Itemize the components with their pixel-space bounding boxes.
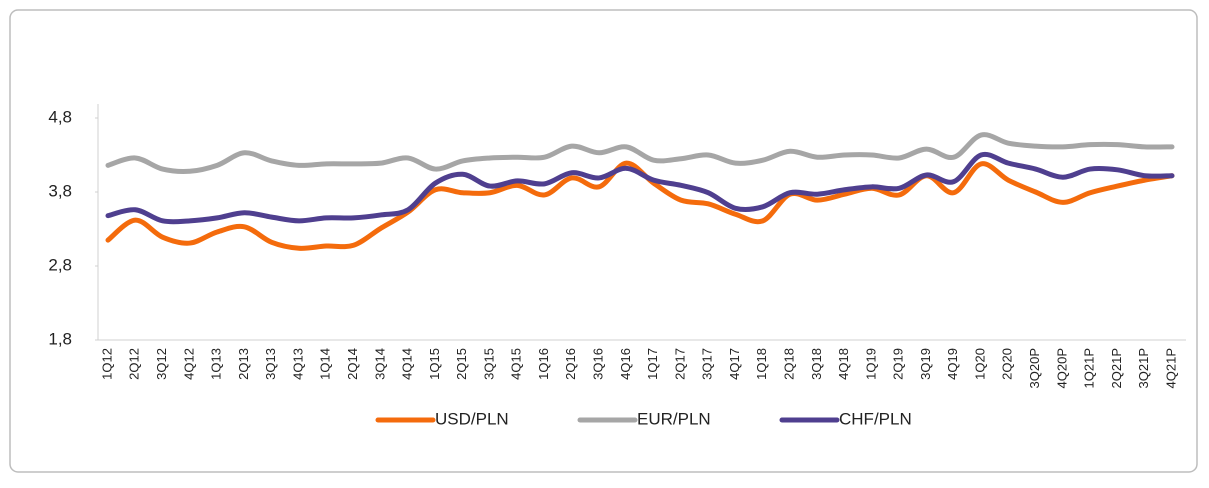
x-tick-label: 1Q19 <box>863 348 878 380</box>
y-tick-label: 4,8 <box>48 107 72 126</box>
legend-label: EUR/PLN <box>637 409 711 428</box>
x-tick-label: 2Q13 <box>236 348 251 380</box>
x-tick-label: 3Q21P <box>1136 348 1151 388</box>
series-line <box>105 132 1175 175</box>
x-tick-label: 2Q14 <box>345 348 360 380</box>
chart-frame <box>9 9 1198 473</box>
y-tick-label: 1,8 <box>48 329 72 348</box>
x-tick-label: 4Q15 <box>509 348 524 380</box>
x-tick-label: 2Q20 <box>1000 348 1015 380</box>
x-tick-label: 2Q18 <box>781 348 796 380</box>
series-line <box>105 151 1175 225</box>
legend-label: CHF/PLN <box>839 409 912 428</box>
x-tick-label: 3Q18 <box>809 348 824 380</box>
y-tick-label: 3,8 <box>48 181 72 200</box>
x-tick-label: 2Q17 <box>672 348 687 380</box>
x-tick-label: 2Q16 <box>563 348 578 380</box>
x-tick-label: 1Q18 <box>754 348 769 380</box>
x-tick-label: 4Q20P <box>1054 348 1069 388</box>
x-tick-label: 2Q15 <box>454 348 469 380</box>
x-tick-label: 3Q12 <box>154 348 169 380</box>
x-tick-label: 1Q20 <box>972 348 987 380</box>
x-tick-label: 3Q13 <box>263 348 278 380</box>
x-tick-label: 3Q20P <box>1027 348 1042 388</box>
x-tick-label: 3Q16 <box>591 348 606 380</box>
x-tick-label: 4Q12 <box>181 348 196 380</box>
x-tick-label: 1Q21P <box>1082 348 1097 388</box>
x-tick-label: 3Q15 <box>481 348 496 380</box>
x-tick-label: 4Q14 <box>400 348 415 380</box>
x-tick-label: 1Q15 <box>427 348 442 380</box>
y-tick-label: 2,8 <box>48 255 72 274</box>
x-tick-label: 4Q18 <box>836 348 851 380</box>
x-tick-label: 3Q14 <box>372 348 387 380</box>
x-tick-label: 1Q12 <box>99 348 114 380</box>
x-tick-label: 4Q17 <box>727 348 742 380</box>
x-tick-label: 4Q13 <box>290 348 305 380</box>
x-tick-label: 1Q14 <box>318 348 333 380</box>
legend-label: USD/PLN <box>435 409 509 428</box>
x-tick-label: 2Q21P <box>1109 348 1124 388</box>
x-tick-label: 4Q16 <box>618 348 633 380</box>
x-tick-label: 3Q17 <box>700 348 715 380</box>
x-tick-label: 2Q12 <box>127 348 142 380</box>
x-tick-label: 1Q17 <box>645 348 660 380</box>
x-tick-label: 1Q16 <box>536 348 551 380</box>
x-tick-label: 4Q19 <box>945 348 960 380</box>
x-tick-label: 4Q21P <box>1163 348 1178 388</box>
x-tick-label: 2Q19 <box>891 348 906 380</box>
x-tick-label: 1Q13 <box>209 348 224 380</box>
x-tick-label: 3Q19 <box>918 348 933 380</box>
